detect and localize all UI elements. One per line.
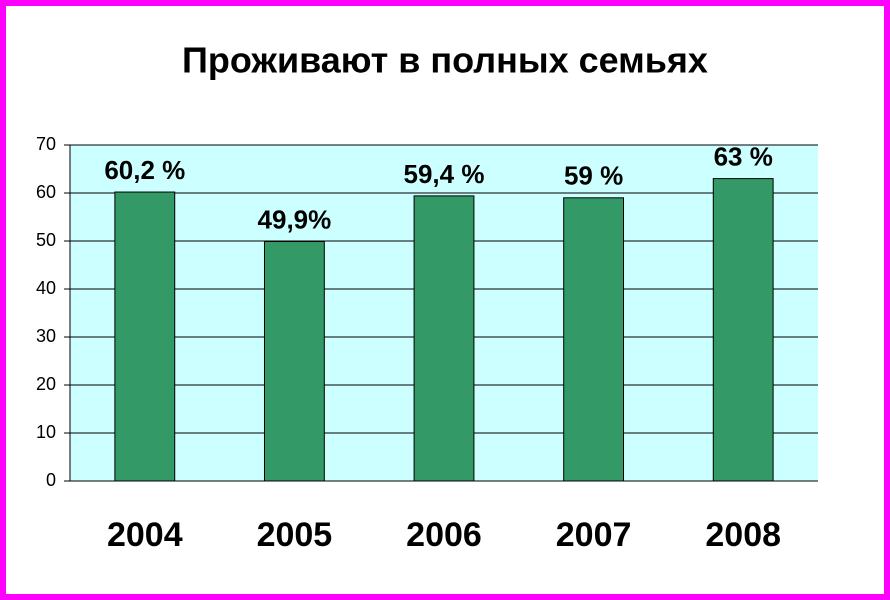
y-tick-label: 0 <box>46 470 56 490</box>
y-tick-label: 70 <box>36 134 56 154</box>
y-tick-label: 40 <box>36 278 56 298</box>
value-label: 63 % <box>714 141 773 171</box>
y-tick-label: 10 <box>36 422 56 442</box>
value-label: 49,9% <box>258 204 332 234</box>
bar <box>563 197 625 482</box>
value-label: 60,2 % <box>104 155 185 185</box>
x-tick-label: 2005 <box>257 516 333 554</box>
x-tick-label: 2008 <box>705 516 781 554</box>
y-tick-label: 60 <box>36 182 56 202</box>
bar <box>114 191 176 482</box>
y-tick-label: 30 <box>36 326 56 346</box>
y-tick-label: 20 <box>36 374 56 394</box>
bar <box>712 178 774 482</box>
value-label: 59,4 % <box>404 159 485 189</box>
x-tick-label: 2007 <box>556 516 632 554</box>
chart-title: Проживают в полных семьях <box>182 40 708 81</box>
bar <box>413 195 475 482</box>
bar <box>263 240 325 482</box>
x-tick-label: 2004 <box>107 516 183 554</box>
value-label: 59 % <box>564 161 623 191</box>
x-tick-label: 2006 <box>406 516 482 554</box>
y-tick-label: 50 <box>36 230 56 250</box>
